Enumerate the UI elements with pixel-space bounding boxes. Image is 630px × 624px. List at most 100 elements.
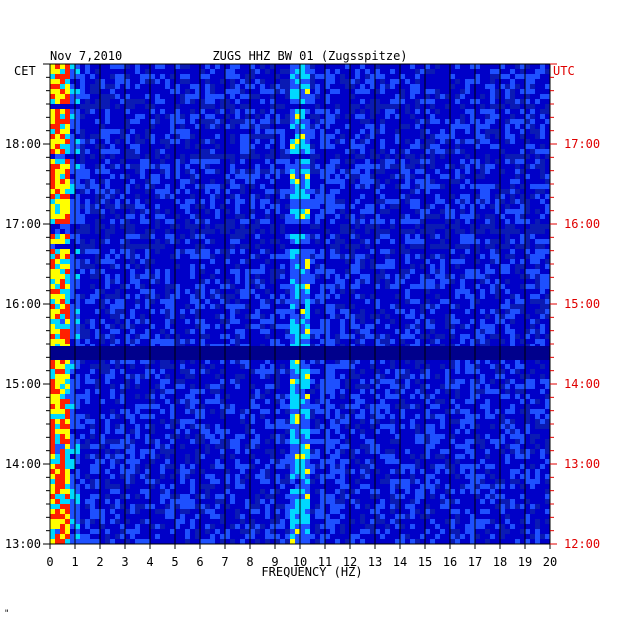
- spectrogram-cell: [60, 394, 65, 399]
- spectrogram-cell: [460, 419, 465, 424]
- spectrogram-cell: [330, 284, 335, 289]
- spectrogram-cell: [315, 424, 320, 429]
- spectrogram-cell: [510, 434, 515, 439]
- spectrogram-cell: [230, 444, 235, 449]
- spectrogram-cell: [525, 379, 530, 384]
- spectrogram-cell: [170, 129, 175, 134]
- spectrogram-cell: [260, 84, 265, 89]
- spectrogram-cell: [75, 509, 80, 514]
- spectrogram-cell: [175, 499, 180, 504]
- spectrogram-cell: [110, 474, 115, 479]
- spectrogram-cell: [195, 219, 200, 224]
- spectrogram-cell: [360, 239, 365, 244]
- spectrogram-cell: [310, 224, 315, 229]
- spectrogram-cell: [290, 519, 295, 524]
- spectrogram-cell: [270, 179, 275, 184]
- spectrogram-cell: [355, 534, 360, 539]
- spectrogram-cell: [300, 179, 305, 184]
- spectrogram-cell: [235, 119, 240, 124]
- spectrogram-cell: [70, 334, 75, 339]
- spectrogram-cell: [330, 164, 335, 169]
- spectrogram-cell: [380, 334, 385, 339]
- spectrogram-cell: [525, 314, 530, 319]
- spectrogram-cell: [205, 324, 210, 329]
- spectrogram-cell: [500, 264, 505, 269]
- spectrogram-cell: [455, 454, 460, 459]
- spectrogram-cell: [145, 104, 150, 109]
- spectrogram-cell: [185, 249, 190, 254]
- spectrogram-cell: [410, 374, 415, 379]
- spectrogram-cell: [340, 74, 345, 79]
- spectrogram-cell: [205, 434, 210, 439]
- spectrogram-cell: [435, 524, 440, 529]
- spectrogram-cell: [240, 464, 245, 469]
- spectrogram-cell: [65, 304, 70, 309]
- spectrogram-cell: [165, 189, 170, 194]
- spectrogram-cell: [495, 314, 500, 319]
- spectrogram-cell: [110, 209, 115, 214]
- spectrogram-cell: [355, 279, 360, 284]
- spectrogram-cell: [360, 399, 365, 404]
- spectrogram-cell: [415, 499, 420, 504]
- spectrogram-cell: [315, 489, 320, 494]
- spectrogram-cell: [410, 199, 415, 204]
- spectrogram-cell: [215, 324, 220, 329]
- spectrogram-cell: [210, 99, 215, 104]
- spectrogram-cell: [435, 119, 440, 124]
- spectrogram-cell: [330, 374, 335, 379]
- spectrogram-cell: [140, 244, 145, 249]
- spectrogram-cell: [275, 269, 280, 274]
- spectrogram-cell: [105, 279, 110, 284]
- spectrogram-cell: [300, 464, 305, 469]
- spectrogram-cell: [535, 74, 540, 79]
- spectrogram-cell: [530, 379, 535, 384]
- spectrogram-cell: [60, 404, 65, 409]
- spectrogram-cell: [230, 439, 235, 444]
- spectrogram-cell: [95, 79, 100, 84]
- spectrogram-cell: [110, 219, 115, 224]
- spectrogram-cell: [435, 469, 440, 474]
- spectrogram-cell: [300, 79, 305, 84]
- spectrogram-cell: [350, 264, 355, 269]
- spectrogram-cell: [180, 94, 185, 99]
- spectrogram-cell: [535, 194, 540, 199]
- spectrogram-cell: [530, 119, 535, 124]
- spectrogram-cell: [305, 269, 310, 274]
- spectrogram-cell: [70, 329, 75, 334]
- spectrogram-cell: [125, 409, 130, 414]
- spectrogram-cell: [545, 84, 550, 89]
- spectrogram-cell: [375, 189, 380, 194]
- spectrogram-cell: [60, 324, 65, 329]
- spectrogram-cell: [120, 204, 125, 209]
- spectrogram-cell: [480, 204, 485, 209]
- spectrogram-cell: [80, 294, 85, 299]
- spectrogram-cell: [305, 474, 310, 479]
- spectrogram-cell: [275, 459, 280, 464]
- spectrogram-cell: [175, 159, 180, 164]
- spectrogram-cell: [500, 529, 505, 534]
- spectrogram-cell: [275, 159, 280, 164]
- spectrogram-cell: [215, 124, 220, 129]
- spectrogram-cell: [115, 454, 120, 459]
- spectrogram-cell: [545, 149, 550, 154]
- spectrogram-cell: [490, 129, 495, 134]
- spectrogram-cell: [345, 274, 350, 279]
- spectrogram-cell: [60, 339, 65, 344]
- spectrogram-cell: [495, 369, 500, 374]
- spectrogram-cell: [380, 139, 385, 144]
- spectrogram-cell: [325, 169, 330, 174]
- spectrogram-cell: [310, 414, 315, 419]
- spectrogram-cell: [385, 259, 390, 264]
- spectrogram-cell: [510, 409, 515, 414]
- spectrogram-cell: [50, 524, 55, 529]
- spectrogram-cell: [435, 479, 440, 484]
- spectrogram-cell: [425, 444, 430, 449]
- spectrogram-cell: [105, 194, 110, 199]
- spectrogram-cell: [235, 434, 240, 439]
- spectrogram-cell: [520, 99, 525, 104]
- spectrogram-cell: [430, 134, 435, 139]
- spectrogram-cell: [235, 279, 240, 284]
- spectrogram-cell: [60, 149, 65, 154]
- spectrogram-cell: [470, 474, 475, 479]
- spectrogram-cell: [530, 149, 535, 154]
